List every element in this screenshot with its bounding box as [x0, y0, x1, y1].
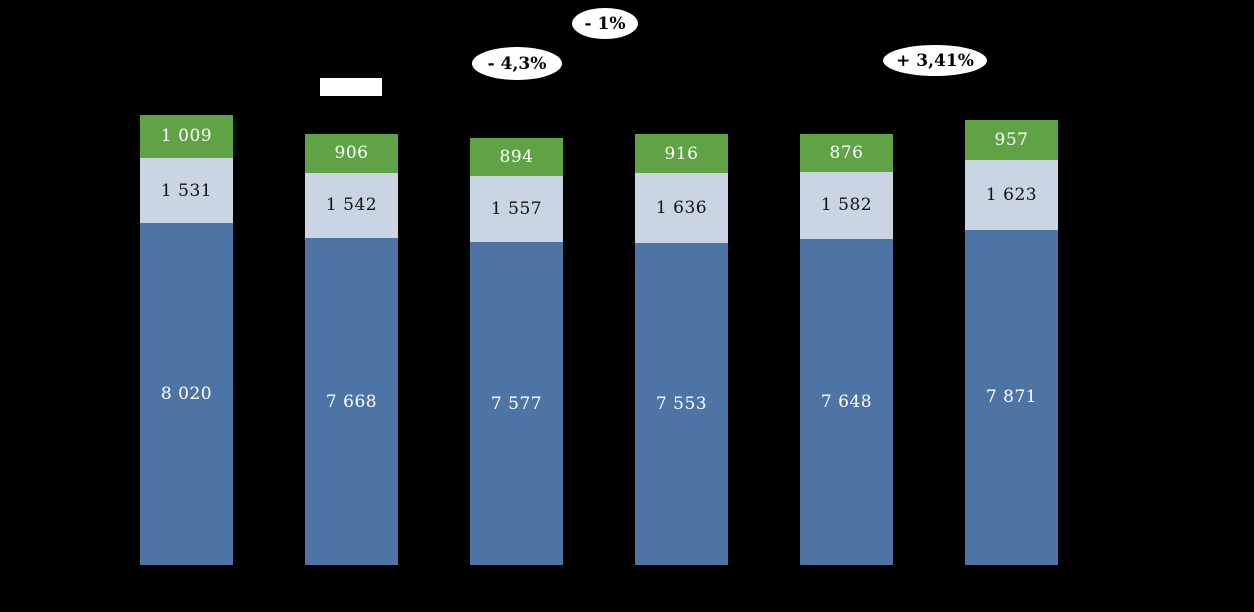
bar-segment-top-green: 876 [800, 134, 893, 172]
segment-value-label: 7 553 [655, 394, 708, 415]
bar-segment-bottom-blue: 8 020 [140, 223, 233, 565]
segment-value-label: 916 [664, 143, 699, 164]
bar-segment-middle-light-blue: 1 582 [800, 171, 893, 240]
bar-segment-bottom-blue: 7 648 [800, 239, 893, 565]
segment-value-label: 1 557 [490, 198, 543, 219]
segment-value-label: 7 871 [985, 387, 1038, 408]
segment-value-label: 1 623 [985, 185, 1038, 205]
bar-segment-middle-light-blue: 1 542 [305, 172, 398, 239]
bar-segment-bottom-blue: 7 553 [635, 243, 728, 565]
annotation-oval-plus-3-41pct: + 3,41% [883, 45, 987, 76]
segment-value-label: 1 582 [820, 195, 873, 216]
bar-segment-middle-light-blue: 1 623 [965, 160, 1058, 230]
bar-segment-middle-light-blue: 1 636 [635, 173, 728, 244]
annotation-oval-minus-4-3pct: - 4,3% [472, 47, 562, 80]
bar-segment-middle-light-blue: 1 531 [140, 157, 233, 224]
bar-segment-top-green: 894 [470, 137, 563, 176]
segment-value-label: 1 009 [160, 126, 213, 147]
white-rectangle-artifact [320, 78, 382, 96]
annotation-text: - 1% [584, 13, 626, 34]
bar-segment-top-green: 957 [965, 119, 1058, 161]
annotation-text: + 3,41% [896, 50, 974, 71]
bar-segment-bottom-blue: 7 871 [965, 229, 1058, 565]
annotation-oval-minus-1pct: - 1% [572, 8, 638, 39]
annotation-text: - 4,3% [487, 53, 547, 74]
bar-segment-bottom-blue: 7 668 [305, 238, 398, 565]
bar-segment-top-green: 906 [305, 133, 398, 173]
segment-value-label: 1 542 [325, 195, 378, 216]
segment-value-label: 1 636 [655, 198, 708, 219]
segment-value-label: 7 648 [820, 392, 873, 413]
segment-value-label: 7 577 [490, 393, 543, 414]
segment-value-label: 7 668 [325, 391, 378, 412]
segment-value-label: 906 [334, 143, 369, 164]
segment-value-label: 957 [994, 130, 1029, 151]
segment-value-label: 8 020 [160, 384, 213, 405]
bar-segment-top-green: 916 [635, 134, 728, 174]
segment-value-label: 894 [499, 146, 534, 167]
bar-segment-middle-light-blue: 1 557 [470, 175, 563, 243]
segment-value-label: 1 531 [160, 180, 213, 201]
bar-segment-top-green: 1 009 [140, 115, 233, 158]
segment-value-label: 876 [829, 143, 864, 163]
bar-segment-bottom-blue: 7 577 [470, 242, 563, 565]
